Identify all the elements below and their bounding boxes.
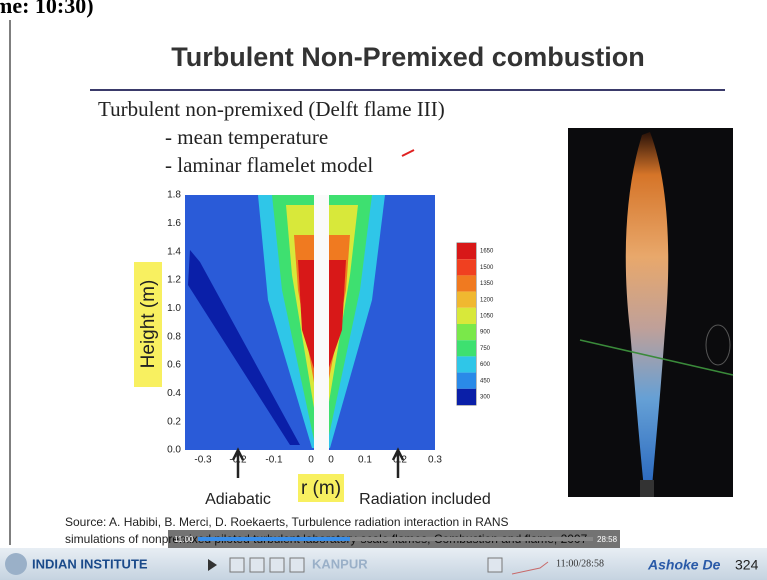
colorbar-label: 1350 [480,281,494,287]
source-text: Source: A. Habibi, B. Merci, D. Roekaert… [65,515,509,529]
flame-photo [568,128,733,497]
colorbar-label: 450 [480,378,491,384]
x-tick-label: -0.2 [229,455,247,466]
y-tick-label: 1.6 [167,218,181,229]
colorbar-swatch [457,259,476,275]
timestamp: me: 10:30) [0,0,94,18]
x-axis-label: r (m) [301,478,341,499]
annotation: Radiation included [359,491,491,508]
y-tick-label: 0.8 [167,331,181,342]
colorbar-label: 1050 [480,313,494,319]
colorbar-label: 1650 [480,249,494,255]
y-tick-label: 0.6 [167,360,181,371]
settings-button[interactable] [290,558,304,572]
axis-gap [314,195,329,450]
page: me: 10:30) Turbulent Non-Premixed combus… [0,0,767,580]
current-time: 11:00 [174,535,194,544]
institute: INDIAN INSTITUTE [32,556,148,571]
y-tick-label: 0.4 [167,388,181,399]
colorbar-swatch [457,324,476,340]
colorbar-swatch [457,243,476,259]
colorbar-label: 1500 [480,265,494,271]
y-tick-label: 1.4 [167,246,181,257]
colorbar-swatch [457,275,476,291]
y-tick-label: 1.8 [167,190,181,201]
x-tick-label: -0.1 [265,455,283,466]
contour-plot [185,195,435,450]
colorbar-label: 300 [480,394,491,400]
player-controls: 11:00 28:58 [168,530,620,548]
colorbar-label: 900 [480,330,491,336]
y-tick-label: 0.0 [167,445,181,456]
progress-fill [198,537,350,541]
colorbar-label: 600 [480,362,491,368]
stop-button[interactable] [250,558,264,572]
y-tick-label: 1.2 [167,275,181,286]
annotation: Adiabatic [205,491,271,508]
burner [640,480,654,497]
x-tick-label: 0.3 [428,455,442,466]
x-tick-label: 0 [308,455,314,466]
city: KANPUR [312,556,368,571]
colorbar-swatch [457,308,476,324]
colorbar-label: 750 [480,346,491,352]
slide-line: - mean temperature [165,125,328,149]
colorbar-swatch [457,373,476,389]
colorbar-swatch [457,292,476,308]
author: Ashoke De [647,557,721,573]
y-tick-label: 0.2 [167,416,181,427]
skip-forward-button[interactable] [270,558,284,572]
y-axis-label: Height (m) [138,280,159,369]
slide-line: - laminar flamelet model [165,153,373,177]
colorbar-swatch [457,356,476,372]
expand-button[interactable] [488,558,502,572]
page-number: 324 [735,557,759,573]
time-display: 11:00/28:58 [556,558,604,569]
colorbar-swatch [457,389,476,405]
duration: 28:58 [597,535,618,544]
x-tick-label: -0.3 [194,455,212,466]
slide-line: Turbulent non-premixed (Delft flame III) [98,97,445,121]
slide-title: Turbulent Non-Premixed combustion [171,42,645,72]
x-tick-label: 0.2 [393,455,407,466]
x-tick-label: 0.1 [358,455,372,466]
y-tick-label: 1.0 [167,303,181,314]
skip-back-button[interactable] [230,558,244,572]
colorbar-swatch [457,340,476,356]
colorbar-label: 1200 [480,297,494,303]
x-tick-label: 0 [328,455,334,466]
logo [5,553,27,575]
